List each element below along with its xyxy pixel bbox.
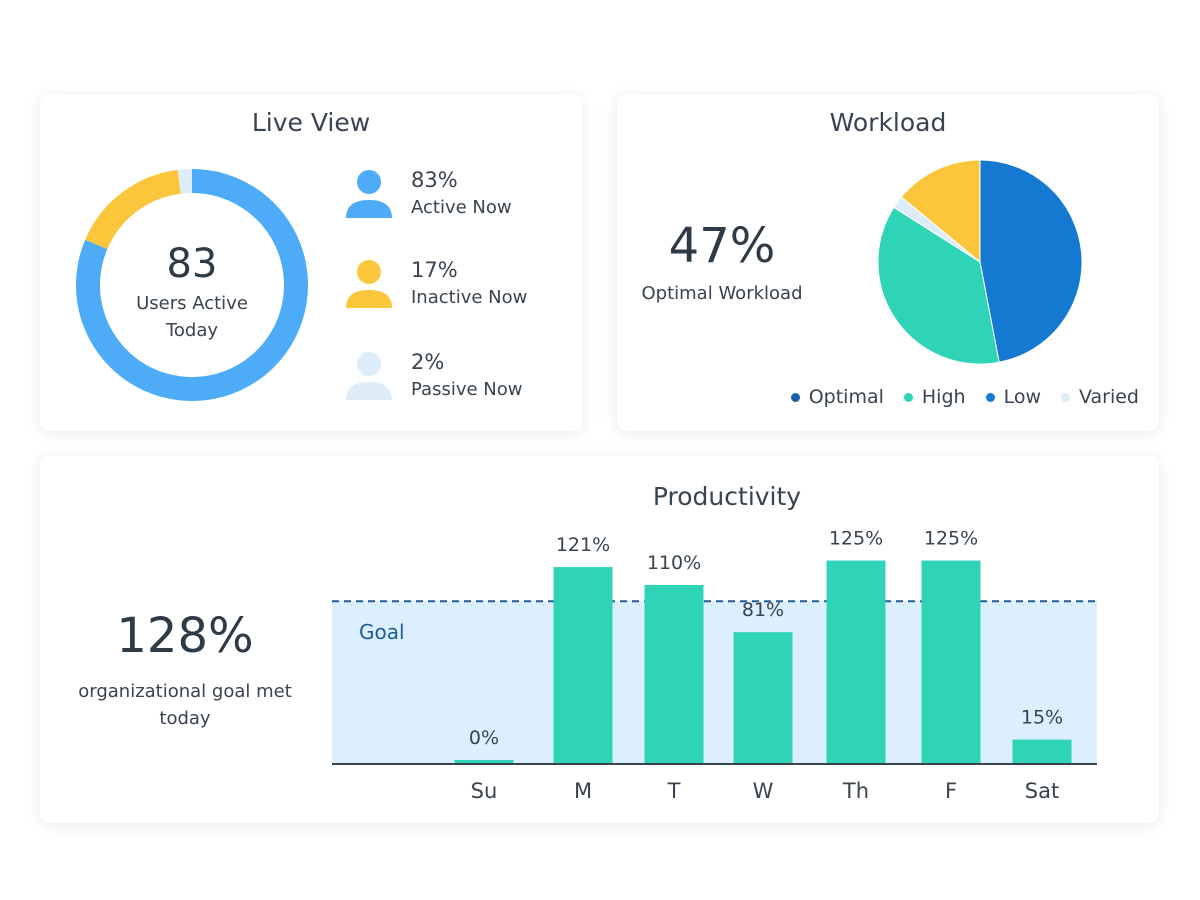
legend-dot-high xyxy=(903,392,913,402)
optimal-workload-label: Optimal Workload xyxy=(641,283,803,304)
pie-slice-low xyxy=(979,159,1083,363)
productivity-bar-chart: Goal 0% Su 121% M 110% T 81% W 125% Th 125% F 15% Sat xyxy=(332,528,1097,803)
legend-dot-optimal xyxy=(790,392,800,402)
bar-w xyxy=(733,632,793,764)
legend-label-low: Low xyxy=(1003,386,1041,408)
x-tick-label: M xyxy=(574,779,592,803)
stat-active-pct: 83% xyxy=(411,168,458,192)
user-icon xyxy=(346,352,392,400)
legend-label-optimal: Optimal xyxy=(808,386,884,408)
stat-active-label: Active Now xyxy=(411,197,512,218)
stat-active: 83% Active Now xyxy=(344,166,574,228)
stat-passive-label: Passive Now xyxy=(411,379,523,400)
bar-value-label: 125% xyxy=(829,528,883,550)
bar-su xyxy=(454,760,514,764)
live-view-title: Live View xyxy=(251,108,371,137)
bar-value-label: 125% xyxy=(924,528,978,550)
pie-slice-high xyxy=(877,206,1000,365)
bar-value-label: 81% xyxy=(742,599,784,621)
live-view-donut-chart xyxy=(76,169,308,401)
legend-dot-low xyxy=(985,392,995,402)
pie-slice-optimal xyxy=(900,159,981,264)
user-icon-body xyxy=(346,200,392,218)
stat-passive: 2% Passive Now xyxy=(344,348,574,410)
workload-title: Workload xyxy=(829,108,947,137)
workload-pie-chart xyxy=(877,159,1083,365)
x-tick-label: T xyxy=(667,779,681,803)
bar-f xyxy=(921,560,981,764)
user-icon-body xyxy=(346,290,392,308)
workload-legend: Optimal High Low Varied xyxy=(790,386,1139,408)
legend-item-optimal: Optimal xyxy=(790,386,884,408)
stat-inactive-label: Inactive Now xyxy=(411,287,528,308)
user-icon xyxy=(346,170,392,218)
workload-card: Workload 47% Optimal Workload Optimal Hi… xyxy=(617,94,1159,431)
stat-inactive-pct: 17% xyxy=(411,258,458,282)
x-tick-label: W xyxy=(753,779,774,803)
bar-th xyxy=(826,560,886,764)
bar-t xyxy=(644,584,704,764)
bar-value-label: 0% xyxy=(469,727,499,749)
user-icon-head xyxy=(357,352,381,376)
productivity-card: Productivity 128% organizational goal me… xyxy=(40,456,1159,823)
bar-m xyxy=(553,567,613,764)
stat-inactive: 17% Inactive Now xyxy=(344,256,574,318)
users-active-count: 83 xyxy=(166,241,218,287)
bar-value-label: 121% xyxy=(556,534,610,556)
users-active-label: Users Active Today xyxy=(136,293,248,341)
user-icon-head xyxy=(357,260,381,284)
goal-label: Goal xyxy=(359,620,405,644)
donut-segment-active xyxy=(76,169,308,401)
stat-passive-pct: 2% xyxy=(411,350,445,374)
user-icon-body xyxy=(346,382,392,400)
bar-sat xyxy=(1012,739,1072,764)
legend-item-varied: Varied xyxy=(1060,386,1139,408)
x-tick-label: F xyxy=(945,779,957,803)
legend-label-high: High xyxy=(921,386,966,408)
productivity-title: Productivity xyxy=(652,482,802,511)
live-view-card: Live View 83 Users Active Today 83% Acti… xyxy=(40,94,582,431)
donut-segment-passive xyxy=(177,169,193,194)
bar-value-label: 110% xyxy=(647,552,701,574)
optimal-workload-value: 47% xyxy=(668,218,776,274)
x-tick-label: Sat xyxy=(1025,779,1059,803)
user-icon-head xyxy=(357,170,381,194)
x-tick-label: Su xyxy=(471,779,498,803)
legend-item-low: Low xyxy=(985,386,1041,408)
donut-segment-inactive xyxy=(85,169,182,250)
goal-region xyxy=(332,601,1097,764)
legend-item-high: High xyxy=(903,386,966,408)
user-icon xyxy=(346,260,392,308)
x-tick-label: Th xyxy=(842,779,869,803)
legend-label-varied: Varied xyxy=(1078,386,1139,408)
donut-center-label: 83 Users Active Today xyxy=(76,242,308,344)
bar-value-label: 15% xyxy=(1021,707,1063,729)
legend-dot-varied xyxy=(1060,392,1070,402)
goal-met-label: organizational goal met today xyxy=(78,681,292,729)
goal-met-value: 128% xyxy=(116,608,254,664)
